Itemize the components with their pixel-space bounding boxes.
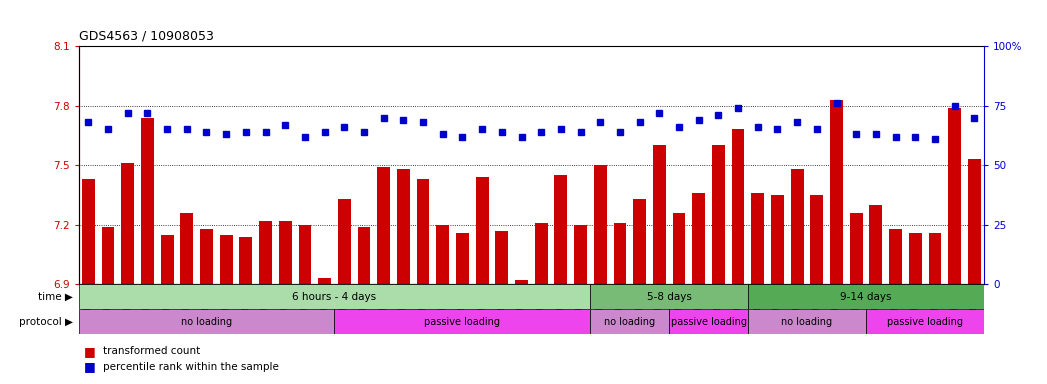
Bar: [830, 100, 843, 284]
Bar: [633, 199, 646, 284]
Text: ■: ■: [84, 345, 95, 358]
Bar: [594, 165, 606, 284]
Text: passive loading: passive loading: [424, 316, 500, 327]
Bar: [334, 309, 591, 334]
Bar: [456, 233, 469, 284]
Bar: [949, 108, 961, 284]
Bar: [535, 223, 548, 284]
Bar: [79, 309, 334, 334]
Text: 6 hours - 4 days: 6 hours - 4 days: [292, 291, 377, 302]
Bar: [495, 231, 508, 284]
Bar: [397, 169, 409, 284]
Bar: [653, 145, 666, 284]
Bar: [417, 179, 429, 284]
Text: transformed count: transformed count: [103, 346, 200, 356]
Text: GDS4563 / 10908053: GDS4563 / 10908053: [79, 29, 214, 42]
Bar: [121, 163, 134, 284]
Text: protocol ▶: protocol ▶: [19, 316, 73, 327]
Bar: [850, 213, 863, 284]
Bar: [240, 237, 252, 284]
Bar: [672, 213, 686, 284]
Bar: [967, 159, 981, 284]
Bar: [102, 227, 114, 284]
Bar: [810, 195, 823, 284]
Bar: [82, 179, 95, 284]
Bar: [909, 233, 921, 284]
Bar: [790, 169, 803, 284]
Bar: [591, 284, 748, 309]
Text: percentile rank within the sample: percentile rank within the sample: [103, 362, 279, 372]
Bar: [869, 205, 883, 284]
Text: no loading: no loading: [604, 316, 655, 327]
Bar: [748, 309, 866, 334]
Text: 9-14 days: 9-14 days: [841, 291, 892, 302]
Bar: [555, 175, 567, 284]
Bar: [318, 278, 331, 284]
Bar: [515, 280, 528, 284]
Text: no loading: no loading: [781, 316, 832, 327]
Bar: [180, 213, 194, 284]
Text: 5-8 days: 5-8 days: [647, 291, 692, 302]
Text: no loading: no loading: [181, 316, 232, 327]
Bar: [279, 221, 292, 284]
Bar: [771, 195, 784, 284]
Bar: [929, 233, 941, 284]
Bar: [712, 145, 725, 284]
Bar: [338, 199, 351, 284]
Bar: [220, 235, 232, 284]
Text: time ▶: time ▶: [39, 291, 73, 302]
Bar: [732, 129, 744, 284]
Text: passive loading: passive loading: [670, 316, 747, 327]
Bar: [692, 193, 705, 284]
Bar: [748, 284, 984, 309]
Bar: [377, 167, 391, 284]
Bar: [752, 193, 764, 284]
Text: passive loading: passive loading: [887, 316, 963, 327]
Bar: [200, 228, 213, 284]
Bar: [79, 284, 591, 309]
Bar: [358, 227, 371, 284]
Bar: [141, 118, 154, 284]
Bar: [574, 225, 587, 284]
Bar: [475, 177, 489, 284]
Bar: [889, 228, 901, 284]
Bar: [161, 235, 174, 284]
Bar: [437, 225, 449, 284]
Bar: [866, 309, 984, 334]
Text: ■: ■: [84, 360, 95, 373]
Bar: [669, 309, 748, 334]
Bar: [614, 223, 626, 284]
Bar: [591, 309, 669, 334]
Bar: [298, 225, 311, 284]
Bar: [260, 221, 272, 284]
